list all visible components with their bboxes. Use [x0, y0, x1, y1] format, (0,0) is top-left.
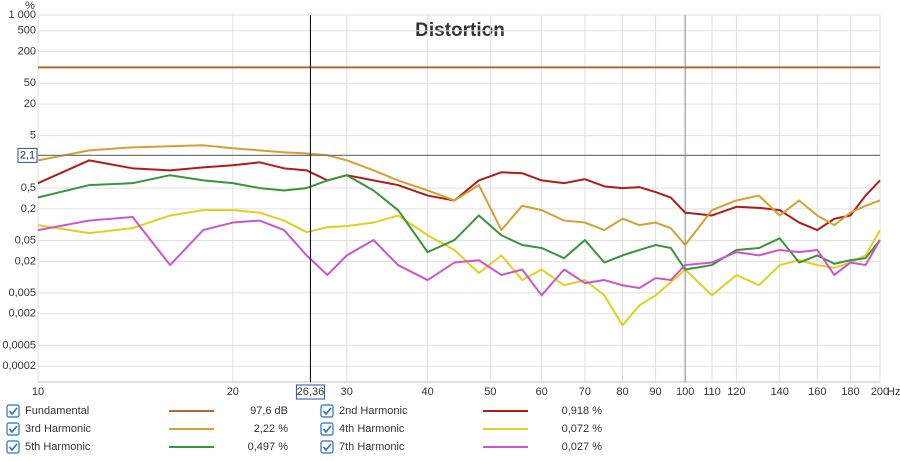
y-tick-label: 0,0002 [2, 360, 36, 372]
cursor-y-label: 2,1 [20, 149, 35, 161]
y-tick-label: 20 [24, 98, 36, 110]
x-tick-label: 10 [32, 386, 44, 398]
x-tick-label: 30 [341, 386, 353, 398]
y-tick-label: 0,2 [21, 203, 36, 215]
series-line [37, 144, 881, 247]
legend-check [8, 407, 18, 416]
x-tick-label: 80 [616, 386, 628, 398]
x-tick-label: 20 [227, 386, 239, 398]
legend-name: Fundamental [25, 405, 89, 417]
legend-name: 3rd Harmonic [25, 423, 92, 435]
series-line [37, 174, 881, 271]
x-tick-label: 200 [871, 386, 889, 398]
legend-checkbox[interactable] [6, 422, 20, 436]
legend-value: 2,22 % [254, 423, 288, 435]
legend-name: 5th Harmonic [25, 441, 91, 453]
x-tick-label: 140 [771, 386, 789, 398]
legend-value: 0,027 % [562, 441, 603, 453]
x-tick-label: 100 [676, 386, 694, 398]
y-tick-label: 5 [30, 130, 36, 142]
x-tick-label: 50 [484, 386, 496, 398]
legend-check [8, 443, 18, 452]
y-tick-label: 0,5 [21, 182, 36, 194]
legend-check [322, 443, 332, 452]
x-tick-label: 70 [579, 386, 591, 398]
legend-value: 0,497 % [248, 441, 289, 453]
legend-name: 7th Harmonic [339, 441, 405, 453]
legend-checkbox[interactable] [6, 440, 20, 454]
y-unit: % [25, 0, 35, 12]
cursor-x-label: 26,36 [297, 386, 325, 398]
legend-name: 2nd Harmonic [339, 405, 408, 417]
x-unit: Hz [887, 386, 900, 398]
legend-check [8, 425, 18, 434]
series-line [37, 209, 881, 327]
legend-check [322, 407, 332, 416]
legend-value: 0,918 % [562, 405, 603, 417]
x-tick-label: 60 [535, 386, 547, 398]
y-tick-label: 0,005 [8, 287, 36, 299]
x-tick-label: 110 [703, 386, 721, 398]
x-tick-label: 40 [422, 386, 434, 398]
y-tick-label: 1 000 [8, 9, 36, 21]
y-tick-label: 0,05 [15, 234, 36, 246]
legend-checkbox[interactable] [320, 404, 334, 418]
series-line [37, 216, 881, 297]
legend-checkbox[interactable] [320, 422, 334, 436]
legend-value: 0,072 % [562, 423, 603, 435]
x-tick-label: 180 [841, 386, 859, 398]
y-tick-label: 0,002 [8, 308, 36, 320]
series-line [37, 159, 881, 232]
y-tick-label: 0,02 [15, 255, 36, 267]
legend-checkbox[interactable] [320, 440, 334, 454]
x-tick-label: 90 [649, 386, 661, 398]
y-tick-label: 50 [24, 77, 36, 89]
cursor-x-box [295, 384, 325, 400]
legend-check [322, 425, 332, 434]
y-tick-label: 500 [18, 25, 36, 37]
legend-value: 97,6 dB [250, 405, 288, 417]
x-tick-label: 120 [727, 386, 745, 398]
legend-name: 4th Harmonic [339, 423, 405, 435]
y-tick-label: 0,0005 [2, 339, 36, 351]
x-tick-label: 160 [808, 386, 826, 398]
cursor-y-box [17, 147, 38, 163]
legend-checkbox[interactable] [6, 404, 20, 418]
y-tick-label: 200 [18, 46, 36, 58]
